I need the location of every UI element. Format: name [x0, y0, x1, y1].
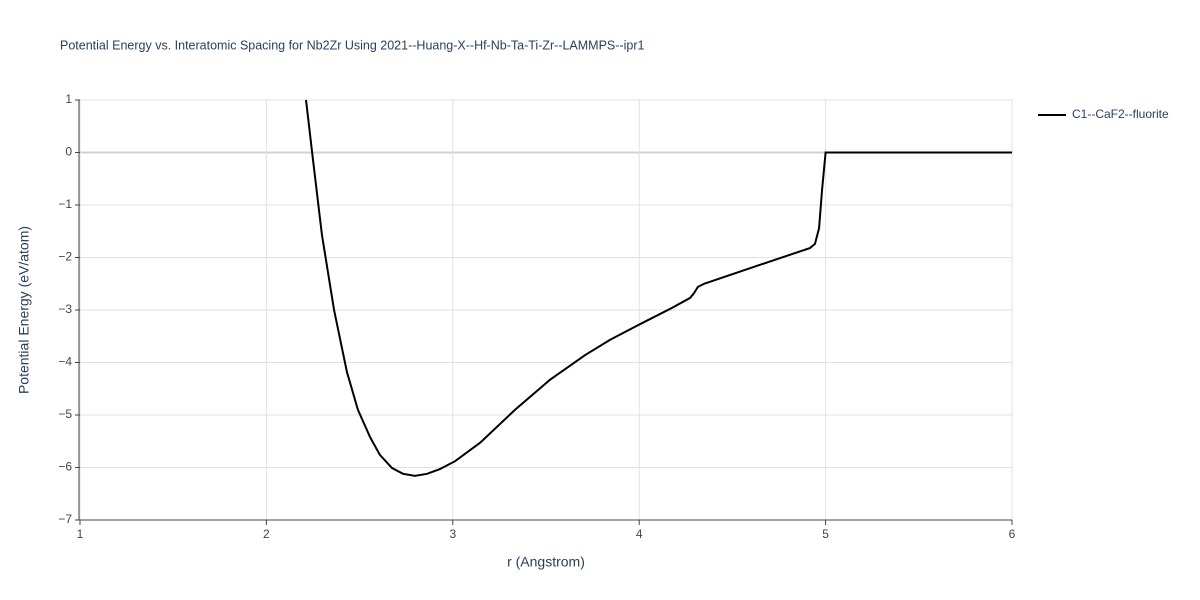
legend-label: C1--CaF2--fluorite — [1072, 107, 1169, 121]
grid — [79, 99, 1013, 521]
x-tick-label: 5 — [822, 527, 829, 541]
chart-title: Potential Energy vs. Interatomic Spacing… — [60, 38, 644, 52]
y-tick-label: −2 — [58, 250, 72, 264]
x-tick-label: 2 — [263, 527, 270, 541]
y-tick-label: −1 — [58, 197, 72, 211]
y-tick-label: −3 — [58, 302, 72, 316]
x-tick-label: 1 — [77, 527, 84, 541]
y-axis-label: Potential Energy (eV/atom) — [16, 226, 32, 394]
y-tick-label: −7 — [58, 512, 72, 526]
x-tick-label: 3 — [449, 527, 456, 541]
y-tick-label: −6 — [58, 460, 72, 474]
y-tick-label: −5 — [58, 407, 72, 421]
y-tick-label: 0 — [65, 145, 72, 159]
x-axis-label: r (Angstrom) — [507, 554, 585, 570]
x-tick-label: 4 — [636, 527, 643, 541]
x-tick-label: 6 — [1009, 527, 1016, 541]
y-tick-label: 1 — [65, 92, 72, 106]
y-tick-label: −4 — [58, 355, 72, 369]
series-line — [305, 99, 1012, 477]
